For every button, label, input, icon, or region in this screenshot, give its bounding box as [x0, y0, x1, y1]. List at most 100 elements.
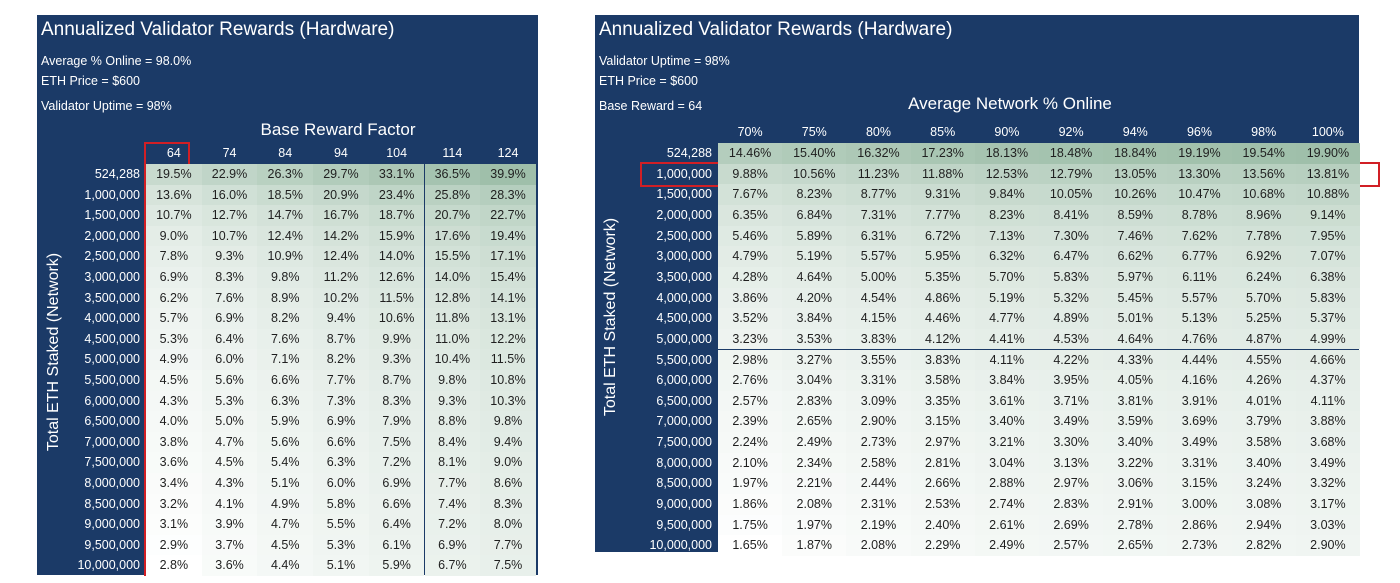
table-cell: 5.19%: [782, 246, 847, 267]
table-cell: 2.73%: [1167, 535, 1232, 556]
table-cell: 8.3%: [201, 267, 258, 288]
table-cell: 12.6%: [368, 267, 425, 288]
table-cell: 4.11%: [974, 349, 1039, 371]
column-label: 104: [386, 146, 408, 160]
table-cell: 7.46%: [1103, 225, 1168, 247]
table-cell: 2.61%: [974, 514, 1039, 536]
table-cell: 9.3%: [201, 246, 258, 267]
table-cell: 39.9%: [480, 164, 536, 185]
table-cell: 4.9%: [257, 493, 314, 515]
table-cell: 9.4%: [313, 308, 369, 329]
table-cell: 2.9%: [146, 534, 202, 556]
table-cell: 10.9%: [257, 246, 314, 267]
table-cell: 3.40%: [1103, 432, 1168, 453]
table-cell: 6.9%: [313, 411, 369, 432]
row-label: 5,000,000: [84, 352, 140, 367]
column-label: 80%: [865, 125, 891, 139]
column-label: 70%: [737, 125, 763, 139]
table-cell: 3.06%: [1103, 473, 1168, 495]
table-cell: 2.69%: [1039, 514, 1104, 536]
table-cell: 4.22%: [1039, 349, 1104, 371]
table-cell: 8.0%: [480, 514, 536, 535]
table-cell: 4.0%: [146, 411, 202, 432]
table-cell: 10.4%: [424, 349, 481, 370]
column-label: 75%: [801, 125, 827, 139]
table-cell: 6.1%: [368, 534, 425, 556]
table-cell: 3.69%: [1167, 411, 1232, 433]
table-cell: 5.9%: [368, 555, 425, 576]
table-cell: 7.31%: [846, 204, 911, 226]
table-cell: 2.74%: [974, 494, 1039, 515]
right-table-title: Annualized Validator Rewards (Hardware): [599, 19, 953, 40]
row-label: 3,500,000: [84, 290, 140, 305]
table-cell: 7.95%: [1295, 225, 1360, 247]
table-cell: 10.88%: [1295, 184, 1360, 205]
table-cell: 2.83%: [1039, 494, 1104, 515]
table-cell: 4.86%: [910, 287, 975, 309]
table-cell: 2.08%: [846, 535, 911, 556]
row-label: 10,000,000: [649, 538, 712, 553]
table-cell: 6.0%: [313, 473, 369, 494]
row-label: 6,000,000: [84, 393, 140, 408]
table-cell: 10.26%: [1103, 184, 1168, 205]
column-label: 84: [278, 146, 293, 160]
table-cell: 9.84%: [974, 184, 1039, 205]
table-cell: 3.31%: [1167, 452, 1232, 474]
table-cell: 3.49%: [1039, 411, 1104, 433]
table-cell: 7.67%: [718, 184, 783, 205]
table-cell: 9.0%: [480, 452, 536, 473]
table-cell: 3.15%: [1167, 473, 1232, 495]
table-cell: 10.6%: [368, 308, 425, 329]
table-cell: 17.6%: [424, 225, 481, 247]
table-cell: 2.8%: [146, 555, 202, 576]
table-cell: 2.65%: [782, 411, 847, 433]
table-cell: 3.40%: [974, 411, 1039, 433]
table-cell: 33.1%: [368, 164, 425, 185]
table-cell: 2.65%: [1103, 535, 1168, 556]
table-cell: 16.7%: [313, 205, 369, 226]
table-cell: 36.5%: [424, 164, 481, 185]
table-cell: 6.3%: [257, 390, 314, 412]
row-label: 1,500,000: [84, 208, 140, 223]
row-label: 9,500,000: [84, 537, 140, 552]
table-cell: 8.4%: [424, 431, 481, 453]
table-cell: 5.13%: [1167, 308, 1232, 329]
row-label: 3,000,000: [84, 270, 140, 284]
table-cell: 13.30%: [1167, 163, 1232, 185]
table-cell: 2.39%: [718, 411, 783, 433]
row-label: 9,500,000: [656, 517, 712, 532]
table-cell: 6.35%: [718, 204, 783, 226]
table-cell: 14.1%: [480, 287, 536, 309]
table-cell: 2.73%: [846, 432, 911, 453]
table-cell: 4.53%: [1039, 328, 1104, 350]
table-cell: 1.86%: [718, 494, 783, 515]
table-cell: 3.68%: [1295, 432, 1360, 453]
table-cell: 3.6%: [146, 452, 202, 473]
table-cell: 7.07%: [1295, 246, 1360, 267]
table-cell: 11.23%: [846, 163, 911, 185]
table-cell: 13.56%: [1231, 163, 1296, 185]
row-label: 10,000,000: [77, 558, 140, 573]
table-cell: 3.6%: [201, 555, 258, 576]
table-cell: 6.38%: [1295, 266, 1360, 288]
table-cell: 11.2%: [313, 267, 369, 288]
table-cell: 6.72%: [910, 225, 975, 247]
table-cell: 22.9%: [201, 164, 258, 185]
table-cell: 2.58%: [846, 452, 911, 474]
table-cell: 3.49%: [1295, 452, 1360, 474]
column-label: 100%: [1311, 125, 1344, 139]
table-cell: 26.3%: [257, 164, 314, 185]
table-cell: 4.4%: [257, 555, 314, 576]
row-label: 524,288: [94, 167, 140, 181]
row-label: 6,000,000: [656, 373, 712, 388]
row-label: 1,000,000: [656, 166, 712, 181]
table-cell: 3.58%: [1231, 432, 1296, 453]
table-cell: 29.7%: [313, 164, 369, 185]
table-cell: 4.5%: [201, 452, 258, 473]
table-cell: 5.7%: [146, 308, 202, 329]
row-label: 4,500,000: [84, 331, 140, 346]
table-cell: 1.65%: [718, 535, 783, 556]
table-cell: 3.83%: [910, 349, 975, 371]
table-cell: 4.89%: [1039, 308, 1104, 329]
table-cell: 6.3%: [313, 452, 369, 473]
